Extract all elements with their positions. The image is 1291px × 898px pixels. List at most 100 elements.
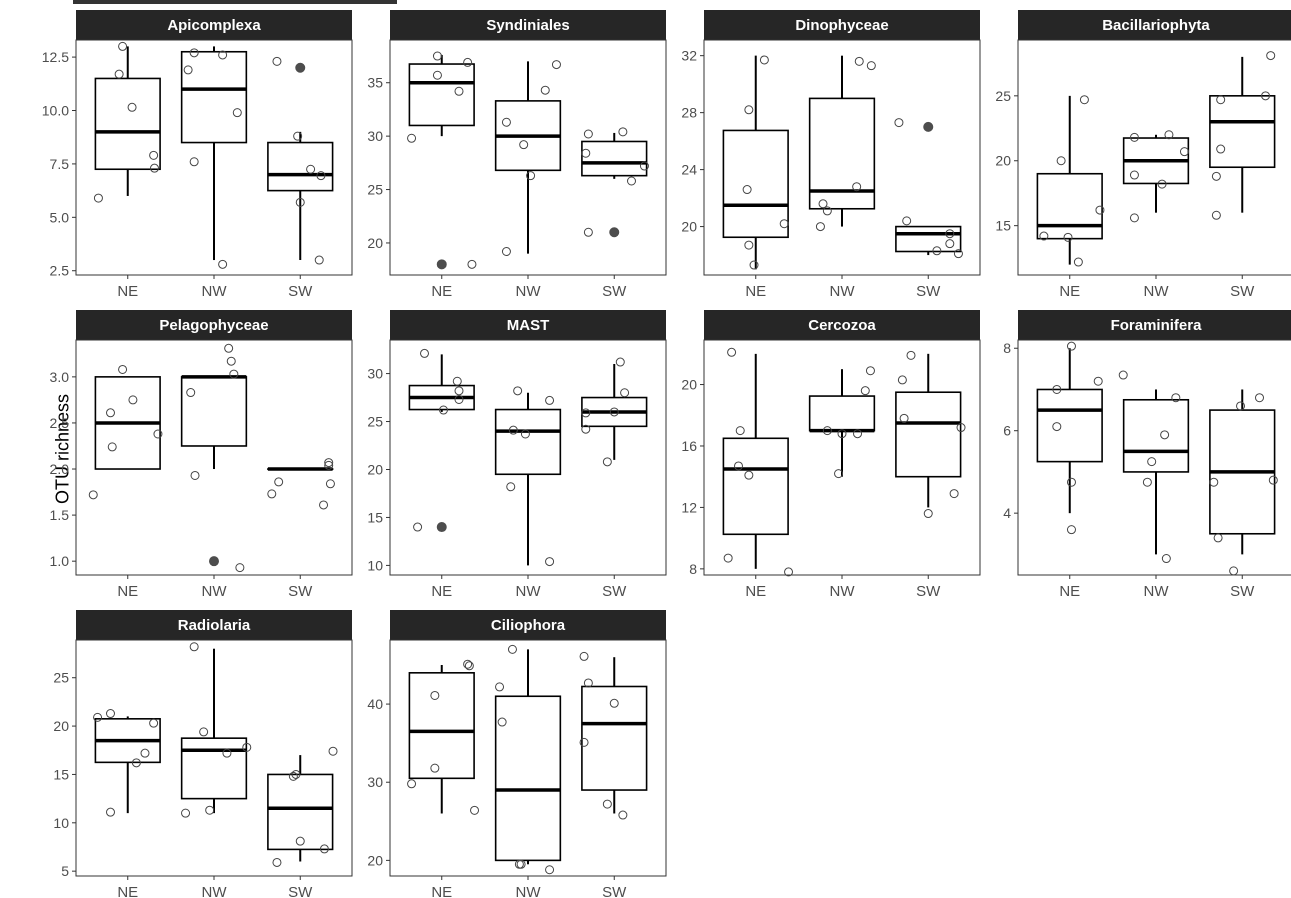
data-point <box>106 408 115 418</box>
data-point <box>507 644 517 654</box>
y-tick-label: 25 <box>53 670 69 686</box>
data-point <box>520 429 530 439</box>
panel: Foraminifera 4 6 8 NE NW SW <box>1003 310 1291 600</box>
data-point <box>291 769 301 779</box>
panel: Pelagophyceae 1.0 1.5 2.0 2.5 3.0 NE NW SW <box>50 310 353 600</box>
panel-title: Apicomplexa <box>167 17 261 34</box>
y-tick-label: 30 <box>367 774 383 790</box>
data-point <box>229 369 239 379</box>
data-point <box>744 470 754 480</box>
data-point <box>620 388 630 398</box>
data-point <box>463 659 473 669</box>
y-tick-label: 1.5 <box>50 507 70 523</box>
data-point <box>949 489 959 499</box>
panel-title: Cercozoa <box>808 317 876 334</box>
data-point <box>853 429 863 439</box>
y-tick-label: 5.0 <box>50 209 70 225</box>
data-point <box>324 460 334 470</box>
panel: Ciliophora 20 30 40 NE NW SW <box>367 610 667 898</box>
data-point <box>894 118 904 128</box>
box-iqr <box>1209 95 1276 169</box>
data-point <box>454 86 464 96</box>
y-tick-label: 25 <box>367 182 383 198</box>
data-point <box>1147 457 1157 467</box>
y-tick-label: 2.0 <box>50 461 70 477</box>
x-tick-label: NE <box>1059 583 1080 600</box>
data-point <box>1118 370 1128 380</box>
y-tick-label: 25 <box>367 414 383 430</box>
y-tick-label: 4 <box>1003 505 1011 521</box>
data-point <box>189 642 199 652</box>
data-point <box>454 394 464 404</box>
data-point <box>295 197 305 207</box>
data-point <box>432 51 442 61</box>
x-tick-label: SW <box>916 583 941 600</box>
data-point <box>222 748 232 758</box>
data-point <box>218 259 228 269</box>
data-point <box>430 690 440 700</box>
data-point <box>615 357 625 367</box>
data-point <box>114 69 124 79</box>
box-iqr <box>180 50 248 144</box>
data-point <box>540 85 550 95</box>
data-point <box>1157 179 1167 189</box>
y-tick-label: 35 <box>367 75 383 91</box>
box-iqr <box>722 129 789 239</box>
data-point <box>583 678 593 688</box>
data-point <box>1073 257 1083 267</box>
data-point <box>149 718 159 728</box>
data-point <box>328 746 338 756</box>
data-point <box>579 651 589 661</box>
panel-strip <box>76 610 352 640</box>
data-point <box>734 461 743 471</box>
y-tick-label: 8 <box>689 561 697 577</box>
y-tick-label: 2.5 <box>50 263 70 279</box>
y-tick-label: 2.5 <box>50 415 70 431</box>
data-point <box>218 50 228 60</box>
data-point <box>822 426 832 436</box>
data-point <box>106 807 115 817</box>
data-point <box>1129 132 1139 142</box>
y-tick-label: 12 <box>681 499 697 515</box>
data-point <box>1052 384 1062 394</box>
y-tick-label: 20 <box>995 153 1011 169</box>
data-point <box>242 742 252 752</box>
data-point <box>153 429 163 439</box>
data-point <box>186 388 196 398</box>
panel-title: Ciliophora <box>491 617 566 634</box>
data-point <box>149 163 159 173</box>
data-point <box>319 500 329 510</box>
data-point <box>452 376 462 386</box>
x-tick-label: NE <box>745 583 766 600</box>
data-point <box>107 442 117 452</box>
data-point <box>1211 210 1221 220</box>
data-point <box>506 482 516 492</box>
data-point <box>852 182 862 192</box>
data-point <box>1216 144 1226 154</box>
data-point <box>1179 147 1189 157</box>
panel-title: Pelagophyceae <box>159 317 268 334</box>
x-tick-label: SW <box>288 583 313 600</box>
data-point <box>127 102 137 112</box>
outlier-point <box>609 227 620 238</box>
x-tick-label: NE <box>117 583 138 600</box>
data-point <box>106 709 115 719</box>
x-tick-label: SW <box>288 283 313 300</box>
data-point <box>581 424 591 434</box>
data-point <box>93 712 103 722</box>
data-point <box>1161 554 1171 564</box>
data-point <box>319 844 329 854</box>
x-tick-label: SW <box>1230 283 1255 300</box>
data-point <box>407 133 417 143</box>
panel-title: MAST <box>507 317 550 334</box>
x-tick-label: SW <box>916 283 941 300</box>
data-point <box>324 458 334 468</box>
data-point <box>516 859 526 869</box>
x-tick-label: NW <box>516 283 542 300</box>
data-point <box>945 229 955 239</box>
data-point <box>314 255 324 265</box>
data-point <box>822 206 832 216</box>
outlier-point <box>436 259 447 270</box>
data-point <box>837 429 847 439</box>
data-point <box>430 763 440 773</box>
